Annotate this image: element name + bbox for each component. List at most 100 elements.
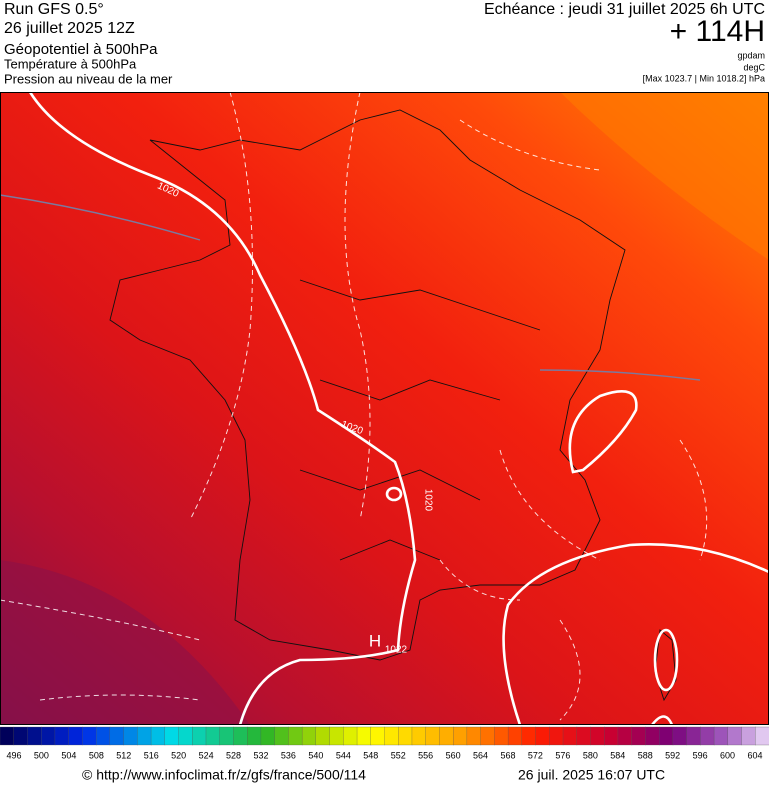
colorbar-label: 596: [693, 750, 708, 760]
color-swatch: [0, 726, 15, 746]
color-swatch: [178, 726, 193, 746]
color-swatch: [343, 726, 358, 746]
color-swatch: [27, 726, 42, 746]
color-swatch: [576, 726, 591, 746]
color-swatch: [645, 726, 660, 746]
color-swatch: [82, 726, 97, 746]
boundary-line: [0, 194, 701, 381]
colorbar-label: 580: [583, 750, 598, 760]
map: 1020 1020 1020 H 1022: [0, 92, 769, 725]
color-swatch: [384, 726, 399, 746]
colorbar-label: 568: [500, 750, 515, 760]
high-pressure: 1022: [385, 645, 408, 656]
colorbar-label: 556: [418, 750, 433, 760]
colorbar-label: 496: [6, 750, 21, 760]
color-swatch: [137, 726, 152, 746]
color-swatch: [658, 726, 674, 746]
color-swatch: [466, 726, 482, 746]
color-swatch: [562, 726, 578, 746]
color-swatch: [95, 726, 111, 746]
isobar-label: 1020: [422, 489, 433, 512]
color-swatch: [288, 726, 303, 746]
color-swatch: [700, 726, 715, 746]
isobar: [568, 390, 638, 474]
colorbar-label: 588: [638, 750, 653, 760]
color-swatch: [150, 726, 166, 746]
color-swatch: [535, 726, 550, 746]
color-swatch: [590, 726, 605, 746]
color-swatch: [425, 726, 440, 746]
color-swatch: [54, 726, 70, 746]
colorbar-label: 548: [363, 750, 378, 760]
colorbar-label: 600: [720, 750, 735, 760]
footer-timestamp: 26 juil. 2025 16:07 UTC: [518, 767, 665, 783]
colorbar-label: 516: [144, 750, 159, 760]
color-swatch: [247, 726, 262, 746]
colorbar-label: 524: [199, 750, 214, 760]
color-swatch: [755, 726, 769, 746]
colorbar-label: 528: [226, 750, 241, 760]
colorbar-label: 560: [446, 750, 461, 760]
color-swatch: [13, 726, 28, 746]
colorbar-label: 532: [253, 750, 268, 760]
isobar: [650, 715, 674, 725]
field-band: [0, 560, 250, 725]
colorbar-label: 564: [473, 750, 488, 760]
color-swatch: [370, 726, 385, 746]
color-swatch: [604, 726, 619, 746]
color-swatch: [164, 726, 179, 746]
run-date: 26 juillet 2025 12Z: [4, 20, 135, 37]
color-swatch: [494, 726, 509, 746]
color-swatch: [631, 726, 646, 746]
color-swatch: [260, 726, 276, 746]
color-swatch: [521, 726, 537, 746]
high-symbol: H: [369, 631, 381, 650]
colorbar-label: 604: [747, 750, 762, 760]
color-swatch: [219, 726, 234, 746]
run-title: Run GFS 0.5°: [4, 1, 104, 18]
colorbar-label: 584: [610, 750, 625, 760]
color-swatch: [233, 726, 248, 746]
colorbar-label: 504: [61, 750, 76, 760]
pressure-range: [Max 1023.7 | Min 1018.2] hPa: [643, 73, 765, 83]
color-swatch: [398, 726, 413, 746]
color-swatch: [315, 726, 331, 746]
color-swatch: [741, 726, 756, 746]
colorbar-label: 576: [555, 750, 570, 760]
color-swatch: [123, 726, 138, 746]
color-swatch: [453, 726, 468, 746]
colorbar-label: 552: [391, 750, 406, 760]
color-swatch: [301, 726, 317, 746]
color-swatch: [480, 726, 495, 746]
color-swatch: [617, 726, 633, 746]
color-swatch: [411, 726, 427, 746]
forecast-time: Echéance : jeudi 31 juillet 2025 6h UTC: [484, 1, 765, 18]
isobar: [28, 92, 417, 725]
colorbar-label: 508: [89, 750, 104, 760]
colorbar-label: 512: [116, 750, 131, 760]
color-swatch: [109, 726, 125, 746]
colorbar-label: 500: [34, 750, 49, 760]
layer-label: Géopotentiel à 500hPa: [4, 41, 158, 58]
color-swatch: [713, 726, 729, 746]
border: [299, 279, 677, 702]
isobar: [385, 486, 403, 502]
color-swatch: [192, 726, 207, 746]
unit-label: degC: [743, 62, 765, 72]
footer-url: © http://www.infoclimat.fr/z/gfs/france/…: [82, 767, 366, 783]
colorbar-label: 592: [665, 750, 680, 760]
unit-label: gpdam: [737, 50, 765, 60]
color-swatch: [68, 726, 83, 746]
colorbar: 496 500 504 508 512 516 520 524 528 532 536 540 544 5…: [0, 726, 769, 760]
colorbar-label: 544: [336, 750, 351, 760]
color-swatch: [329, 726, 344, 746]
isobar: [502, 543, 769, 725]
lead-time: + 114H: [670, 15, 765, 48]
color-swatch: [41, 726, 56, 746]
field-band: [560, 92, 769, 260]
temperature-contour: [0, 92, 708, 721]
color-swatch: [686, 726, 701, 746]
border: [109, 109, 626, 661]
colorbar-label: 540: [308, 750, 323, 760]
